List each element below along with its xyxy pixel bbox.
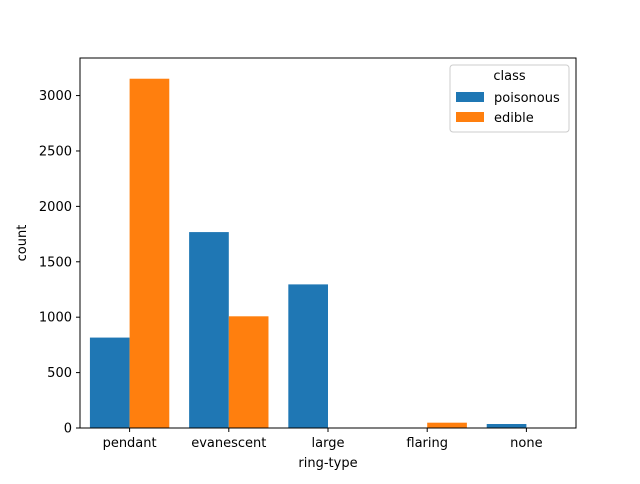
bar-poisonous-none xyxy=(486,424,527,428)
x-tick-label-none: none xyxy=(510,436,542,451)
y-axis: 0 500 1000 1500 2000 2500 3000 xyxy=(39,89,80,437)
y-axis-label: count xyxy=(15,225,30,262)
y-tick-label-0: 0 xyxy=(64,422,72,437)
axes-frame xyxy=(79,57,577,429)
x-axis-label: ring-type xyxy=(298,456,357,471)
legend-label-poisonous: poisonous xyxy=(494,91,560,106)
bar-poisonous-large xyxy=(288,284,328,428)
x-tick-label-flaring: flaring xyxy=(406,436,448,451)
y-tick-label-500: 500 xyxy=(47,366,72,381)
x-tick-label-large: large xyxy=(312,436,345,451)
bar-poisonous-pendant xyxy=(89,337,130,428)
y-tick-label-1500: 1500 xyxy=(39,255,72,270)
bar-edible-flaring xyxy=(427,422,467,428)
legend-label-edible: edible xyxy=(494,111,534,126)
bar-poisonous-evanescent xyxy=(189,232,229,428)
bars-group xyxy=(89,78,527,428)
x-tick-label-evanescent: evanescent xyxy=(191,436,266,451)
legend-swatch-poisonous xyxy=(456,92,484,102)
bar-edible-evanescent xyxy=(228,316,269,428)
bar-edible-pendant xyxy=(129,78,170,428)
y-tick-label-2500: 2500 xyxy=(39,144,72,159)
x-tick-label-pendant: pendant xyxy=(103,436,157,451)
x-axis: pendant evanescent large flaring none xyxy=(103,428,543,451)
legend: class poisonous edible xyxy=(449,64,570,133)
y-tick-label-3000: 3000 xyxy=(39,89,72,104)
legend-swatch-edible xyxy=(456,112,484,122)
y-tick-label-2000: 2000 xyxy=(39,200,72,215)
y-tick-label-1000: 1000 xyxy=(39,311,72,326)
legend-title: class xyxy=(493,69,525,84)
